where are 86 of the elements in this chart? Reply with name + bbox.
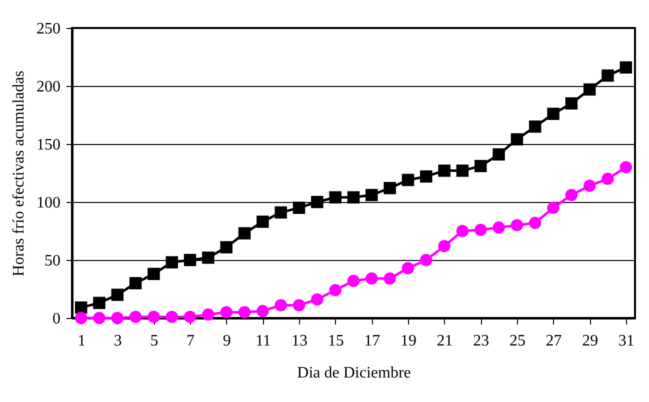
point	[384, 272, 396, 285]
x-tick-label: 9	[222, 332, 231, 350]
point	[620, 61, 632, 74]
point	[366, 188, 378, 202]
y-tick-label: 100	[36, 194, 60, 212]
point	[510, 133, 524, 146]
point	[583, 83, 596, 96]
y-tick-label: 200	[36, 78, 60, 96]
y-tick-label: 250	[36, 20, 60, 38]
point	[565, 188, 578, 202]
point	[329, 191, 342, 204]
x-tick-label: 27	[546, 332, 562, 350]
point	[292, 299, 306, 312]
x-tick-label: 17	[364, 332, 380, 350]
point	[129, 310, 142, 323]
point	[202, 252, 214, 264]
y-tick-label: 150	[36, 136, 60, 154]
point	[184, 310, 196, 323]
point	[583, 180, 596, 192]
x-tick-label: 15	[328, 332, 344, 350]
x-tick-label: 1	[78, 332, 86, 350]
point	[565, 97, 578, 110]
point	[111, 288, 124, 301]
point	[220, 241, 232, 254]
point	[148, 268, 160, 280]
point	[402, 174, 414, 186]
point	[256, 216, 269, 228]
point	[528, 216, 542, 229]
y-axis-title: Horas frío efectivas acumuladas	[10, 70, 28, 276]
x-tick-label: 29	[582, 332, 598, 350]
point	[93, 296, 106, 310]
x-tick-label: 13	[292, 332, 308, 350]
x-tick-label: 3	[114, 332, 122, 350]
x-tick-label: 31	[618, 332, 634, 350]
point	[311, 293, 324, 306]
point	[256, 304, 269, 318]
x-tick-label: 25	[509, 332, 526, 350]
point	[420, 170, 432, 183]
point	[474, 160, 487, 172]
point	[492, 221, 505, 234]
point	[438, 240, 450, 252]
point	[311, 196, 324, 208]
point	[620, 161, 632, 174]
point	[202, 308, 214, 321]
x-tick-label: 23	[473, 332, 490, 350]
point	[366, 272, 378, 285]
point	[166, 310, 178, 323]
y-tick-label: 0	[52, 310, 60, 328]
x-tick-label: 7	[186, 332, 195, 350]
x-tick-label: 21	[436, 332, 453, 350]
x-tick-label: 11	[255, 332, 271, 350]
point	[602, 172, 614, 185]
point	[93, 312, 106, 324]
point	[238, 306, 251, 318]
point	[238, 227, 251, 240]
point	[74, 301, 88, 314]
point	[220, 306, 232, 318]
y-tick-label: 50	[44, 252, 60, 270]
point	[510, 219, 524, 232]
x-tick-label: 5	[150, 332, 158, 350]
point	[292, 202, 306, 214]
point	[184, 254, 196, 266]
point	[402, 262, 414, 274]
point	[74, 312, 88, 324]
point	[111, 312, 124, 324]
point	[384, 182, 396, 194]
point	[274, 206, 287, 219]
point	[129, 277, 142, 290]
x-tick-label: 19	[400, 332, 416, 350]
point	[547, 202, 560, 214]
x-axis-title: Dia de Diciembre	[297, 364, 411, 382]
point	[547, 108, 560, 120]
point	[528, 120, 542, 133]
point	[438, 164, 450, 177]
point	[456, 224, 469, 238]
point	[420, 254, 432, 266]
point	[456, 164, 469, 177]
point	[492, 148, 505, 161]
point	[329, 284, 342, 296]
point	[474, 224, 487, 236]
point	[347, 274, 360, 287]
point	[274, 299, 287, 312]
point	[602, 69, 614, 82]
point	[347, 191, 360, 204]
point	[166, 256, 178, 268]
point	[148, 310, 160, 323]
